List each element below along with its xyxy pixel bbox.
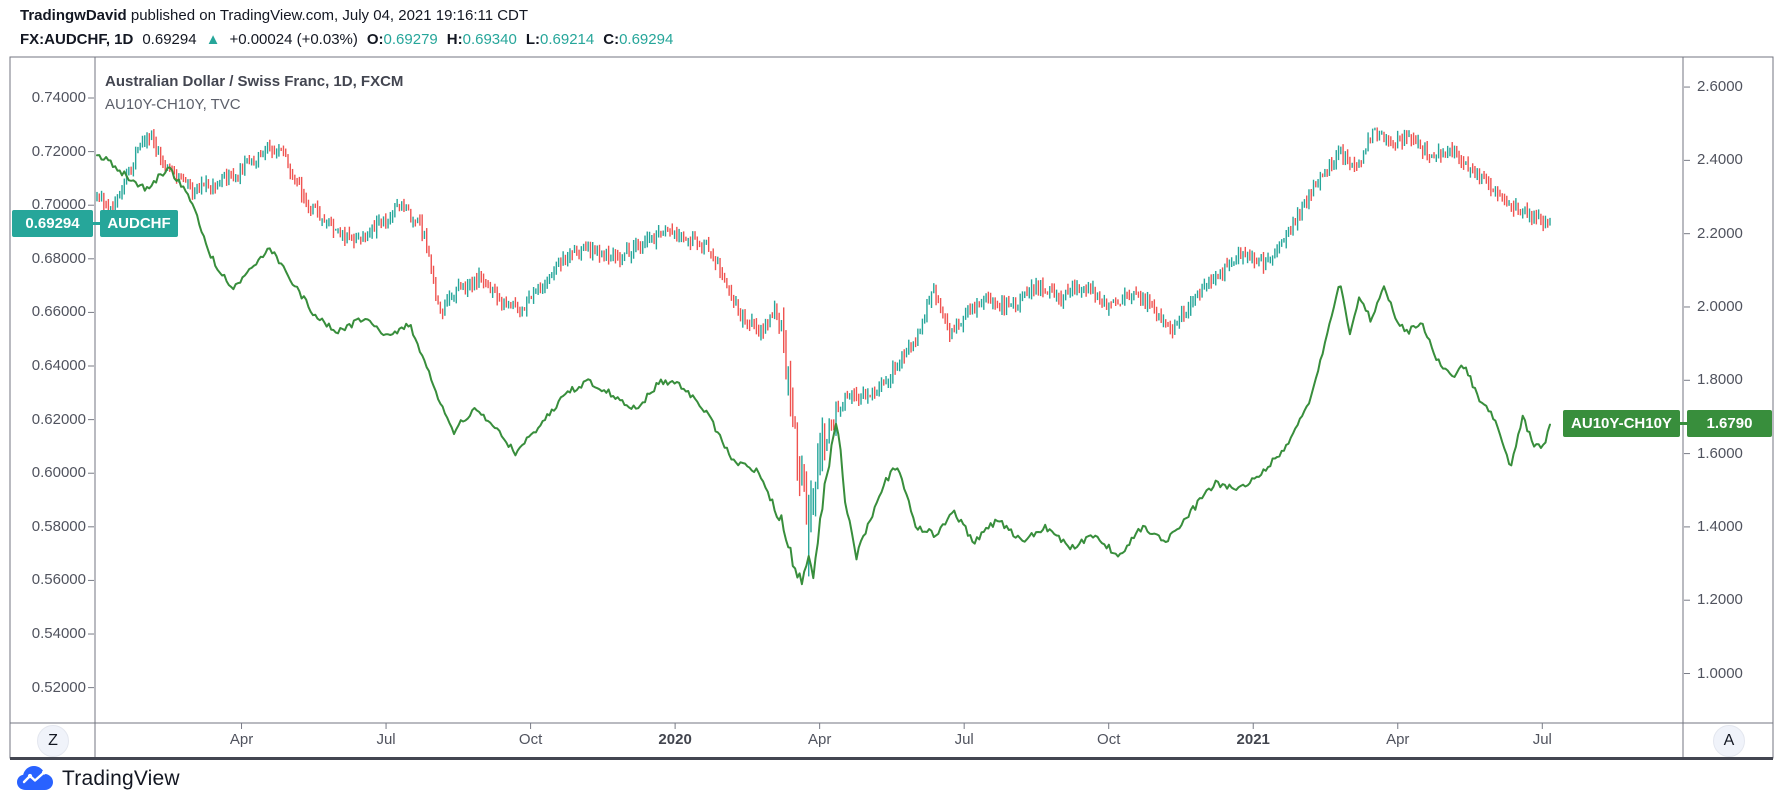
high-value: H:0.69340 [446, 31, 517, 48]
tradingview-logo[interactable]: TradingView [16, 765, 180, 792]
open-value: O:0.69279 [366, 31, 438, 48]
compare-series-title[interactable]: AU10Y-CH10Y, TVC [105, 96, 241, 113]
price-change: +0.00024 (+0.03%) [229, 31, 358, 48]
low-value: L:0.69214 [525, 31, 595, 48]
pane-legend: Australian Dollar / Swiss Franc, 1D, FXC… [105, 70, 403, 116]
publish-header: TradingwDavid published on TradingView.c… [20, 6, 528, 25]
author-name: TradingwDavid [20, 7, 127, 24]
plot-series-group [96, 127, 1551, 586]
main-series-title[interactable]: Australian Dollar / Swiss Franc, 1D, FXC… [105, 73, 404, 90]
brand-name: TradingView [62, 766, 180, 790]
timezone-button[interactable]: Z [37, 725, 69, 757]
spread-symbol-badge: AU10Y-CH10Y [1563, 410, 1680, 437]
close-value: C:0.69294 [603, 31, 674, 48]
publish-info: published on TradingView.com, July 04, 2… [126, 7, 529, 24]
symbol-ohlc-header: FX:AUDCHF, 1D 0.69294 ▲ +0.00024 (+0.03%… [20, 30, 673, 49]
last-price-badge: 0.69294 [12, 210, 93, 237]
tradingview-cloud-icon [17, 766, 53, 790]
up-arrow-icon: ▲ [205, 31, 221, 48]
symbol-name: FX:AUDCHF, 1D [20, 31, 134, 48]
badge-connector [1680, 422, 1687, 425]
last-price: 0.69294 [142, 31, 197, 48]
spread-price-badge: 1.6790 [1687, 410, 1772, 437]
auto-scale-button[interactable]: A [1713, 725, 1745, 757]
badge-connector [93, 222, 100, 225]
symbol-badge: AUDCHF [100, 210, 178, 237]
